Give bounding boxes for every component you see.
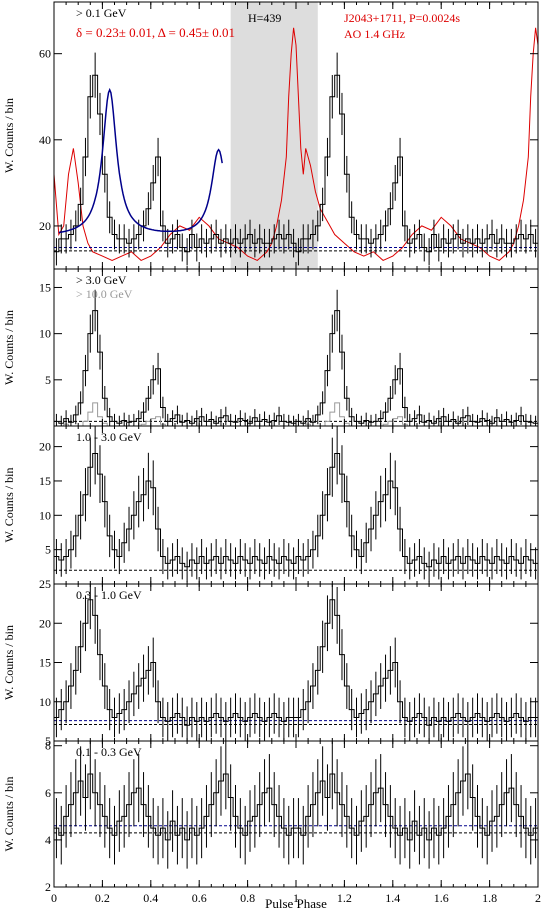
- panel-1: 20 40 60 W. Counts / bin > 0.1 GeV δ = 0.23± …: [2, 1, 539, 270]
- y-tick-label: 5: [45, 543, 51, 557]
- energy-band-label: > 0.1 GeV: [76, 6, 127, 20]
- x-tick-label: 0: [51, 891, 57, 905]
- y-axis-label: W. Counts / bin: [2, 310, 16, 385]
- x-tick-label: 0.2: [95, 891, 110, 905]
- energy-band-label-high: > 10.0 GeV: [76, 287, 133, 301]
- x-tick-label: 0.8: [240, 891, 255, 905]
- x-tick-label: 0.4: [143, 891, 158, 905]
- plot-area: [54, 741, 538, 869]
- fit-curve: [58, 87, 223, 234]
- count-histogram: [54, 453, 538, 568]
- panel-3: 5 10 15 20 W. Counts / bin 1.0 - 3.0 GeV: [2, 425, 539, 585]
- count-histogram: [54, 74, 538, 253]
- x-tick-label: 1.6: [434, 891, 449, 905]
- error-bars: [55, 52, 537, 266]
- y-tick-label: 2: [45, 880, 51, 894]
- error-bars: [55, 289, 537, 426]
- y-axis-label: W. Counts / bin: [2, 625, 16, 700]
- y-axis-label: W. Counts / bin: [2, 98, 16, 173]
- plot-area: [54, 289, 538, 426]
- count-histogram: [54, 310, 538, 424]
- energy-band-label: > 3.0 GeV: [76, 273, 127, 287]
- x-tick-label: 2: [535, 891, 541, 905]
- count-histogram: [54, 599, 538, 726]
- y-tick-label: 25: [39, 577, 51, 591]
- error-bars: [55, 584, 537, 741]
- x-tick-label: 1.8: [482, 891, 497, 905]
- y-tick-label: 15: [39, 474, 51, 488]
- y-tick-label: 20: [39, 616, 51, 630]
- y-axis-label: W. Counts / bin: [2, 777, 16, 852]
- plot-area: [54, 426, 538, 582]
- energy-band-label: 1.0 - 3.0 GeV: [76, 430, 142, 444]
- y-tick-label: 10: [39, 327, 51, 341]
- y-tick-label: 20: [39, 219, 51, 233]
- y-tick-label: 8: [45, 739, 51, 753]
- error-bars: [55, 741, 537, 869]
- y-tick-label: 20: [39, 440, 51, 454]
- htest-label: H=439: [248, 11, 281, 25]
- x-tick-label: 0.6: [192, 891, 207, 905]
- panel-4: 5 10 15 20 25 W. Counts / bin 0.3 - 1.0 GeV: [2, 577, 539, 748]
- x-tick-label: 1.2: [337, 891, 352, 905]
- radio-profile-line: [54, 27, 538, 261]
- y-tick-label: 5: [45, 734, 51, 748]
- y-tick-label: 6: [45, 786, 51, 800]
- y-tick-label: 5: [45, 373, 51, 387]
- y-axis-label: W. Counts / bin: [2, 468, 16, 543]
- pulsar-label: J2043+1711, P=0.0024s: [344, 11, 460, 25]
- error-bars: [55, 426, 537, 582]
- radio-observatory-label: AO 1.4 GHz: [344, 27, 405, 41]
- y-tick-label: 4: [45, 833, 51, 847]
- count-histogram: [54, 773, 538, 841]
- panel-2: 5 10 15 W. Counts / bin > 3.0 GeV> 10.0 GeV: [2, 268, 539, 427]
- y-tick-label: 15: [39, 280, 51, 294]
- x-axis-label: Pulse Phase: [265, 896, 327, 911]
- x-tick-label: 1.4: [385, 891, 400, 905]
- fit-parameters-label: δ = 0.23± 0.01, Δ = 0.45± 0.01: [76, 25, 235, 40]
- y-tick-label: 40: [39, 133, 51, 147]
- x-tick-label: 1: [293, 891, 299, 905]
- energy-band-label: 0.1 - 0.3 GeV: [76, 745, 142, 759]
- plot-area: [54, 584, 538, 741]
- y-tick-label: 10: [39, 695, 51, 709]
- y-tick-label: 15: [39, 656, 51, 670]
- energy-band-label: 0.3 - 1.0 GeV: [76, 588, 142, 602]
- panel-5: 0 0.2 0.4 0.6 0.8 1 1.2 1.4 1.6 1.8 2 2 4 6 8 W. Counts…: [2, 739, 541, 905]
- y-tick-label: 60: [39, 47, 51, 61]
- plot-area: [54, 2, 538, 269]
- y-tick-label: 10: [39, 508, 51, 522]
